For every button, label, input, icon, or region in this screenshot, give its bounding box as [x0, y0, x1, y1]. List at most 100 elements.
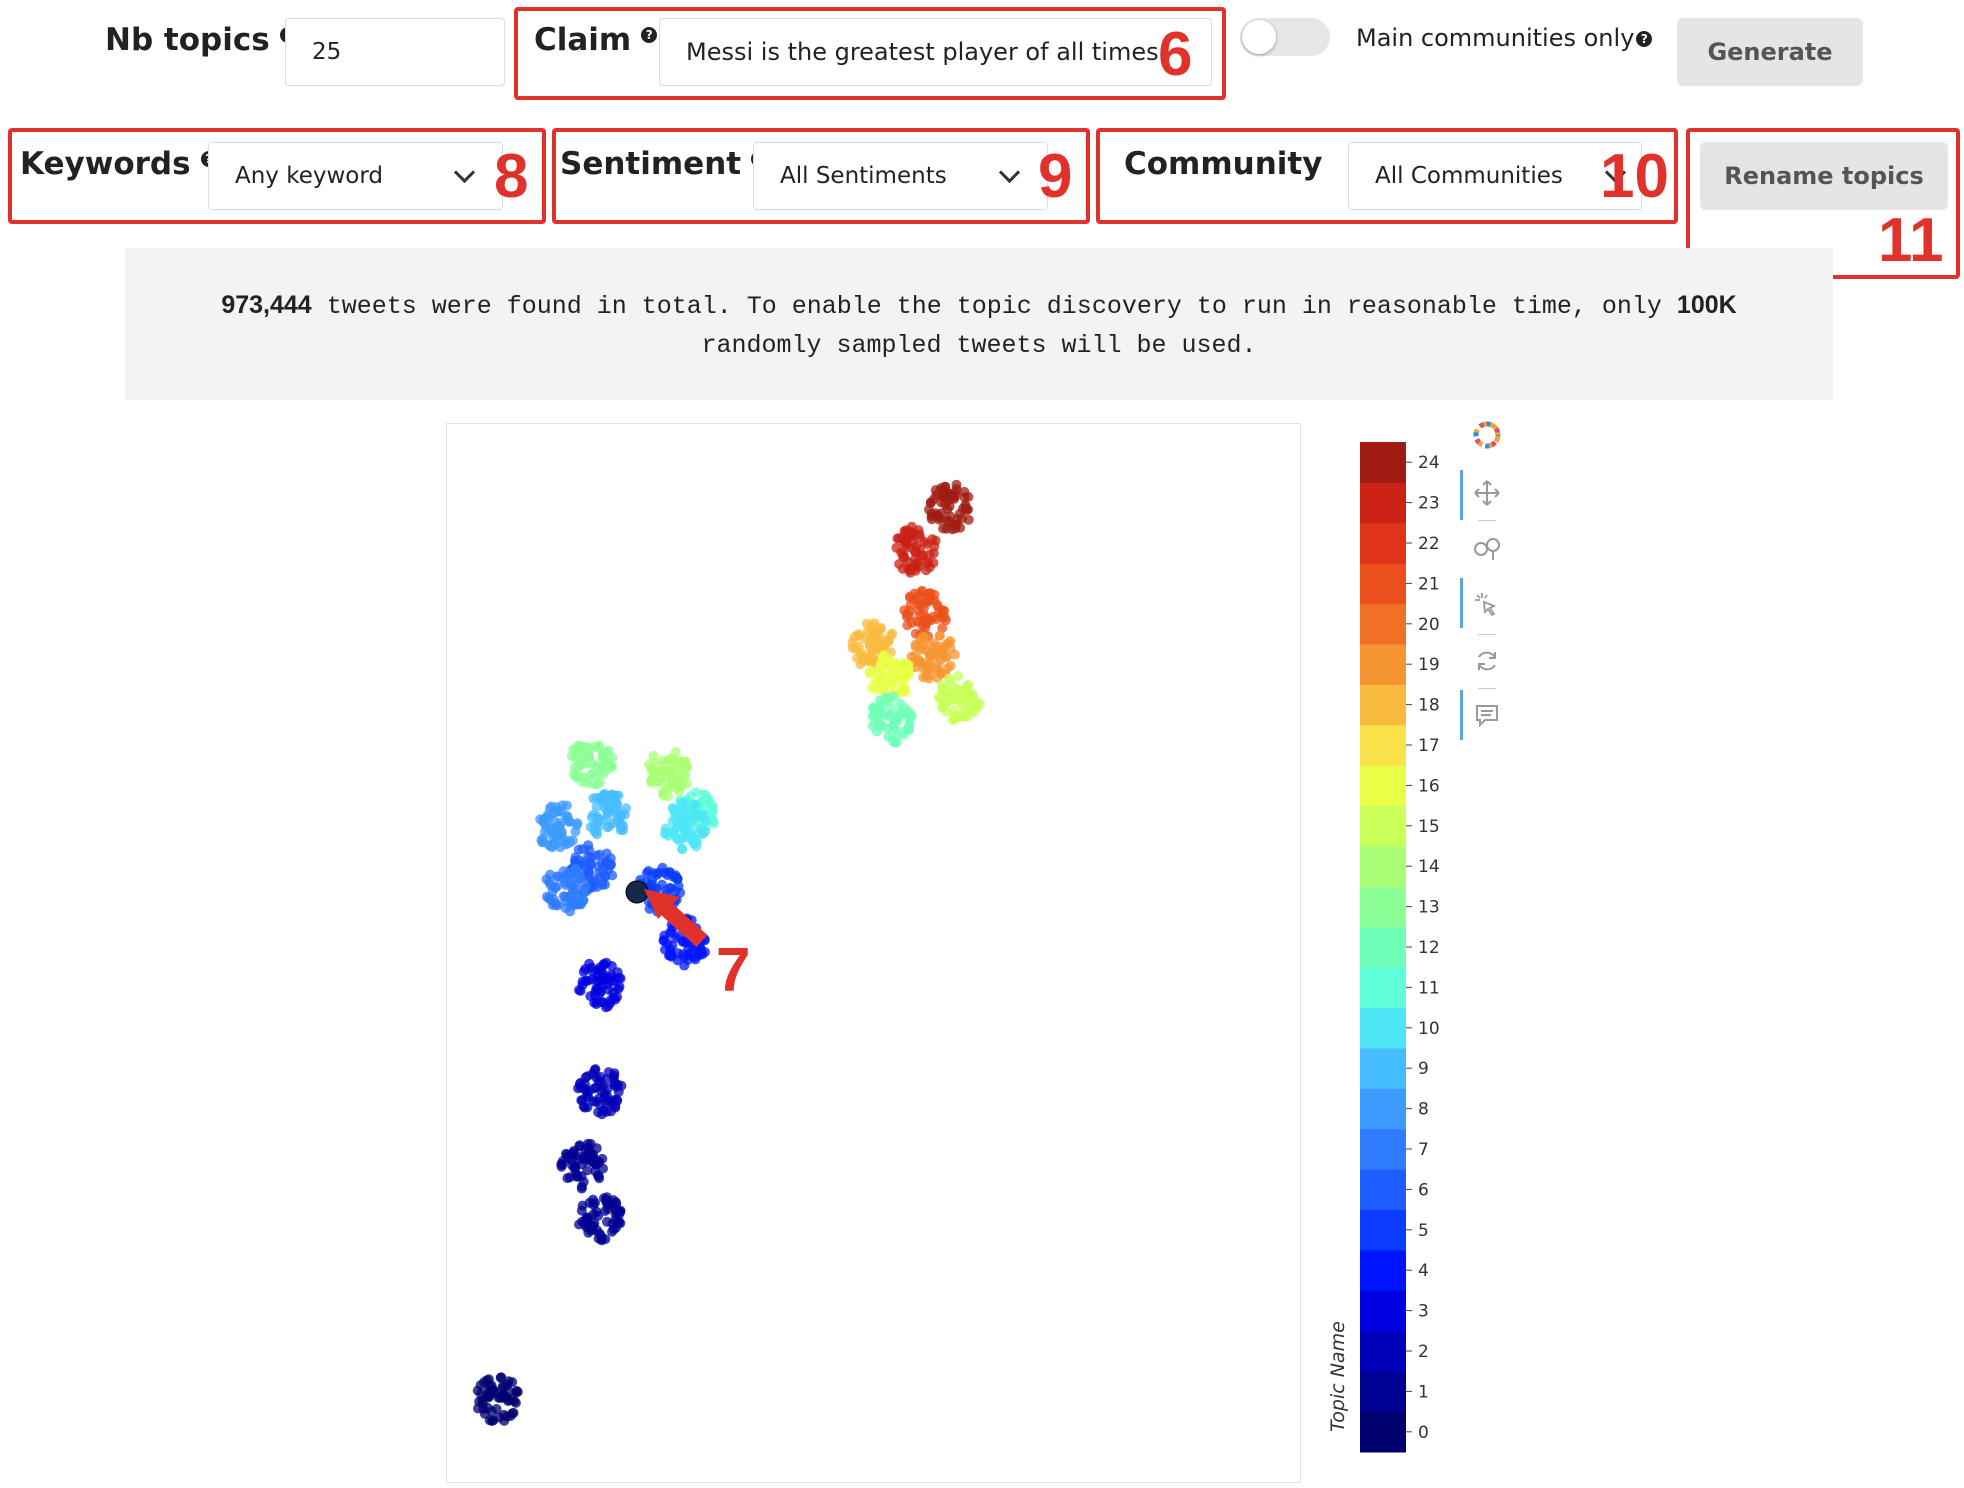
scatter-point[interactable] [899, 552, 910, 563]
scatter-point[interactable] [678, 806, 689, 817]
scatter-point[interactable] [615, 821, 626, 831]
scatter-point[interactable] [924, 588, 935, 599]
scatter-point[interactable] [647, 879, 657, 890]
scatter-point[interactable] [934, 630, 945, 641]
scatter-point[interactable] [887, 628, 898, 639]
scatter-point[interactable] [593, 760, 604, 771]
scatter-point[interactable] [677, 799, 688, 810]
scatter-point[interactable] [487, 1416, 497, 1426]
scatter-point[interactable] [690, 787, 701, 798]
scatter-point[interactable] [913, 654, 924, 665]
scatter-point[interactable] [941, 707, 952, 717]
scatter-point[interactable] [603, 1067, 614, 1078]
scatter-point[interactable] [542, 809, 553, 820]
scatter-point[interactable] [567, 835, 578, 846]
scatter-point[interactable] [696, 947, 707, 957]
scatter-point[interactable] [682, 950, 693, 960]
wheel-zoom-icon[interactable] [1472, 534, 1502, 564]
scatter-point[interactable] [562, 811, 573, 822]
topic-cluster[interactable] [574, 1192, 626, 1246]
scatter-point[interactable] [949, 649, 960, 660]
scatter-point[interactable] [679, 820, 689, 831]
scatter-point[interactable] [937, 490, 948, 501]
scatter-point[interactable] [548, 831, 558, 842]
scatter-point[interactable] [641, 868, 652, 879]
scatter-point[interactable] [897, 534, 908, 545]
scatter-point[interactable] [609, 1079, 620, 1090]
help-icon[interactable]: ? [1636, 31, 1653, 47]
scatter-point[interactable] [904, 591, 915, 602]
scatter-point[interactable] [963, 514, 974, 525]
scatter-point[interactable] [653, 867, 664, 878]
topic-cluster[interactable] [933, 671, 985, 726]
scatter-point[interactable] [919, 537, 930, 547]
scatter-point[interactable] [594, 849, 605, 860]
scatter-point[interactable] [574, 1141, 585, 1152]
topic-cluster[interactable] [644, 747, 693, 802]
scatter-point[interactable] [591, 999, 602, 1010]
scatter-point[interactable] [859, 633, 870, 644]
scatter-point[interactable] [680, 761, 691, 772]
scatter-point[interactable] [913, 598, 924, 609]
scatter-point[interactable] [583, 840, 594, 851]
scatter-point[interactable] [603, 806, 614, 817]
scatter-point[interactable] [570, 852, 581, 863]
scatter-point[interactable] [610, 1214, 621, 1225]
topic-cluster[interactable] [660, 797, 712, 855]
scatter-point[interactable] [605, 997, 616, 1008]
scatter-point[interactable] [902, 620, 913, 631]
scatter-point[interactable] [957, 503, 968, 514]
topic-cluster[interactable] [899, 585, 951, 642]
scatter-point[interactable] [953, 671, 964, 681]
tap-select-icon[interactable] [1472, 590, 1502, 620]
scatter-point[interactable] [951, 479, 962, 490]
scatter-point[interactable] [912, 616, 923, 627]
scatter-point[interactable] [607, 1226, 617, 1237]
scatter-point[interactable] [949, 713, 960, 724]
topic-cluster[interactable] [566, 740, 618, 790]
nb-topics-input[interactable]: 25 [285, 18, 505, 86]
scatter-point[interactable] [667, 755, 678, 765]
scatter-point[interactable] [927, 534, 938, 545]
scatter-point[interactable] [576, 759, 587, 769]
topic-cluster[interactable] [535, 800, 583, 853]
scatter-point[interactable] [561, 896, 572, 907]
topic-cluster[interactable] [541, 863, 591, 917]
topic-cluster[interactable] [867, 691, 917, 748]
pan-icon[interactable] [1472, 478, 1502, 508]
scatter-point[interactable] [897, 683, 908, 694]
scatter-point[interactable] [512, 1386, 523, 1397]
selected-point[interactable] [625, 880, 649, 904]
scatter-point[interactable] [495, 1372, 506, 1383]
scatter-point[interactable] [611, 1206, 622, 1217]
scatter-point[interactable] [904, 565, 915, 576]
scatter-point[interactable] [590, 875, 601, 886]
scatter-point[interactable] [942, 515, 953, 526]
scatter-point[interactable] [944, 501, 955, 512]
scatter-point[interactable] [541, 891, 552, 902]
scatter-point[interactable] [883, 636, 894, 647]
scatter-point[interactable] [864, 642, 875, 653]
scatter-point[interactable] [933, 511, 944, 522]
scatter-point[interactable] [895, 674, 906, 685]
scatter-point[interactable] [591, 826, 602, 837]
topic-cluster[interactable] [565, 840, 618, 896]
scatter-point[interactable] [475, 1389, 486, 1399]
scatter-point[interactable] [867, 711, 878, 722]
scatter-point[interactable] [616, 809, 626, 819]
scatter-point[interactable] [582, 1165, 593, 1176]
scatter-point[interactable] [608, 987, 619, 998]
scatter-point[interactable] [536, 835, 547, 846]
scatter-point[interactable] [539, 826, 550, 837]
scatter-point[interactable] [592, 811, 603, 822]
scatter-point[interactable] [613, 1086, 624, 1097]
hover-tooltip-icon[interactable] [1472, 700, 1502, 730]
scatter-point[interactable] [605, 860, 616, 871]
scatter-point[interactable] [499, 1391, 510, 1402]
scatter-point[interactable] [611, 1094, 622, 1105]
scatter-point[interactable] [602, 1216, 612, 1227]
scatter-point[interactable] [928, 548, 939, 559]
rename-topics-button[interactable]: Rename topics [1700, 142, 1948, 210]
scatter-point[interactable] [871, 726, 882, 737]
scatter-point[interactable] [707, 807, 718, 817]
